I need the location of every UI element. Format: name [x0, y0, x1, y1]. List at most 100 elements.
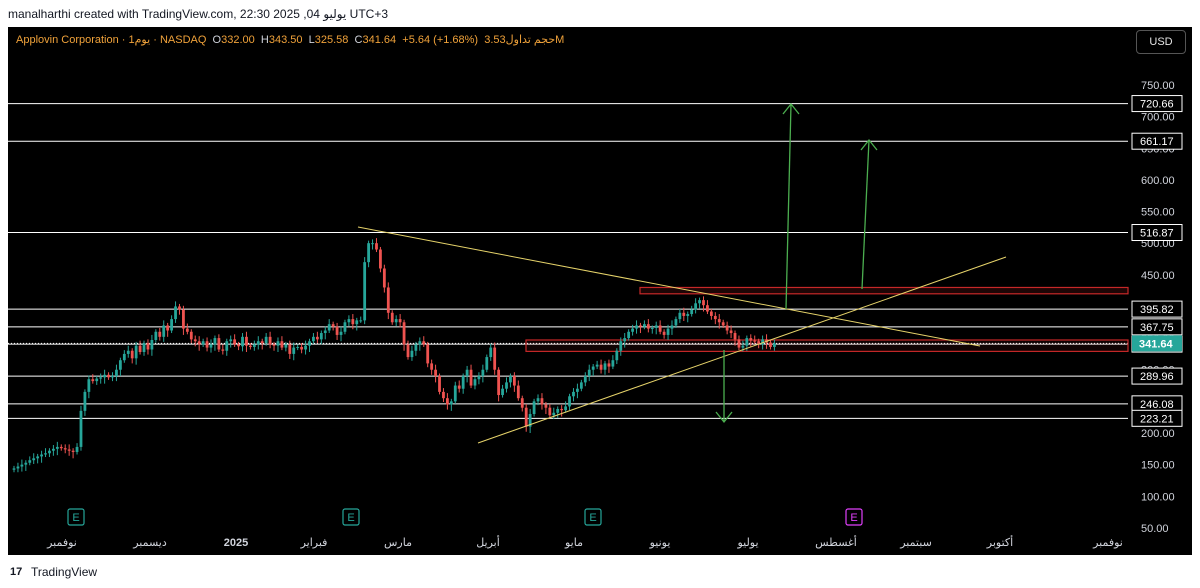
price-level-label: 246.08	[1140, 399, 1174, 411]
high-label: H	[260, 34, 269, 46]
candle-body	[182, 309, 185, 329]
y-tick-label: 450.00	[1141, 270, 1175, 282]
candle-body	[658, 325, 662, 332]
candle-body	[379, 249, 382, 269]
candle-body	[426, 344, 430, 364]
x-tick-label: أبريل	[476, 535, 500, 549]
candle-body	[99, 377, 103, 379]
footer: 17 TradingView	[0, 555, 1200, 588]
trendlines	[357, 226, 1007, 444]
candle-body	[721, 322, 725, 326]
x-tick-label: ديسمبر	[132, 537, 167, 549]
candle-body	[367, 243, 370, 263]
candle-body	[63, 448, 67, 450]
candle-body	[528, 414, 532, 427]
candle-body	[587, 369, 591, 377]
price-level-tag	[1131, 318, 1183, 336]
candle-body	[591, 366, 595, 370]
y-tick-label: 50.00	[1141, 523, 1169, 535]
candle-body	[16, 466, 20, 469]
candle-body	[497, 369, 501, 396]
candle-body	[339, 331, 343, 335]
candle-body	[40, 454, 43, 457]
candle-body	[713, 315, 717, 320]
candle-body	[520, 398, 524, 408]
candle-body	[24, 462, 28, 465]
candle-body	[166, 325, 170, 331]
earnings-marker-icon[interactable]	[67, 508, 85, 526]
change-value: +5.64 (+1.68%)	[402, 34, 479, 46]
earnings-marker-icon[interactable]	[584, 508, 602, 526]
candle-body	[126, 350, 130, 354]
candle-body	[284, 344, 288, 348]
candle-body	[71, 450, 75, 452]
price-level-label: 289.96	[1140, 371, 1174, 383]
tradingview-logo-icon: 17	[10, 566, 23, 578]
x-tick-label: أكتوبر	[986, 535, 1013, 549]
candle-body	[737, 339, 741, 348]
candle-body	[28, 460, 32, 463]
currency-button[interactable]: USD	[1136, 30, 1186, 54]
candle-body	[178, 306, 181, 310]
candle-body	[343, 322, 347, 332]
candle-body	[260, 341, 264, 344]
x-tick-label: سبتمبر	[899, 537, 932, 549]
candle-body	[769, 342, 772, 347]
candle-body	[162, 325, 166, 337]
support-zone[interactable]	[525, 339, 1129, 352]
candle-body	[583, 376, 587, 383]
candle-body	[386, 287, 390, 313]
target-arrow-up-1[interactable]	[785, 103, 792, 310]
ascending-trendline[interactable]	[477, 256, 1007, 444]
candle-body	[201, 341, 205, 345]
earnings-marker-icon[interactable]	[342, 508, 360, 526]
horizontal-levels	[8, 103, 1128, 419]
price-level-label: 367.75	[1140, 322, 1174, 334]
candle-body	[36, 456, 40, 459]
candle-body	[631, 328, 634, 332]
candle-body	[245, 336, 248, 346]
candle-body	[729, 330, 733, 334]
candle-body	[654, 325, 658, 328]
close-label: C	[354, 34, 363, 46]
footer-brand[interactable]: TradingView	[31, 565, 98, 579]
resistance-zone[interactable]	[639, 286, 1129, 295]
candle-body	[382, 268, 386, 288]
candle-body	[536, 398, 540, 402]
candle-body	[111, 376, 114, 378]
price-level-tag	[1131, 95, 1183, 113]
y-tick-label: 500.00	[1141, 238, 1175, 250]
candle-body	[619, 341, 623, 351]
descending-trendline[interactable]	[357, 226, 981, 347]
candle-body	[757, 341, 761, 345]
candle-body	[185, 328, 189, 332]
x-tick-label: مارس	[384, 537, 412, 549]
x-tick-label: أغسطس	[815, 535, 857, 549]
candle-body	[312, 336, 315, 342]
candle-body	[422, 341, 426, 345]
candle-body	[485, 357, 489, 370]
candle-body	[615, 350, 619, 361]
candle-body	[753, 340, 757, 342]
candle-body	[552, 412, 556, 416]
current-price-label: 341.64	[1139, 338, 1174, 350]
candle-body	[280, 341, 284, 348]
candle-body	[249, 345, 252, 347]
open-label: O	[212, 34, 222, 46]
candle-body	[83, 391, 87, 411]
candle-body	[189, 331, 193, 340]
candle-body	[20, 464, 24, 467]
candle-body	[761, 339, 764, 345]
earnings-marker-icon[interactable]	[845, 508, 863, 526]
candle-body	[568, 396, 571, 407]
earnings-marker-label: E	[72, 512, 79, 524]
target-arrow-up-2[interactable]	[861, 139, 870, 290]
candle-body	[702, 300, 705, 306]
candle-body	[512, 376, 516, 386]
candle-body	[773, 343, 776, 347]
price-level-label: 223.21	[1140, 413, 1174, 425]
candle-body	[698, 300, 701, 304]
candle-body	[509, 376, 512, 383]
